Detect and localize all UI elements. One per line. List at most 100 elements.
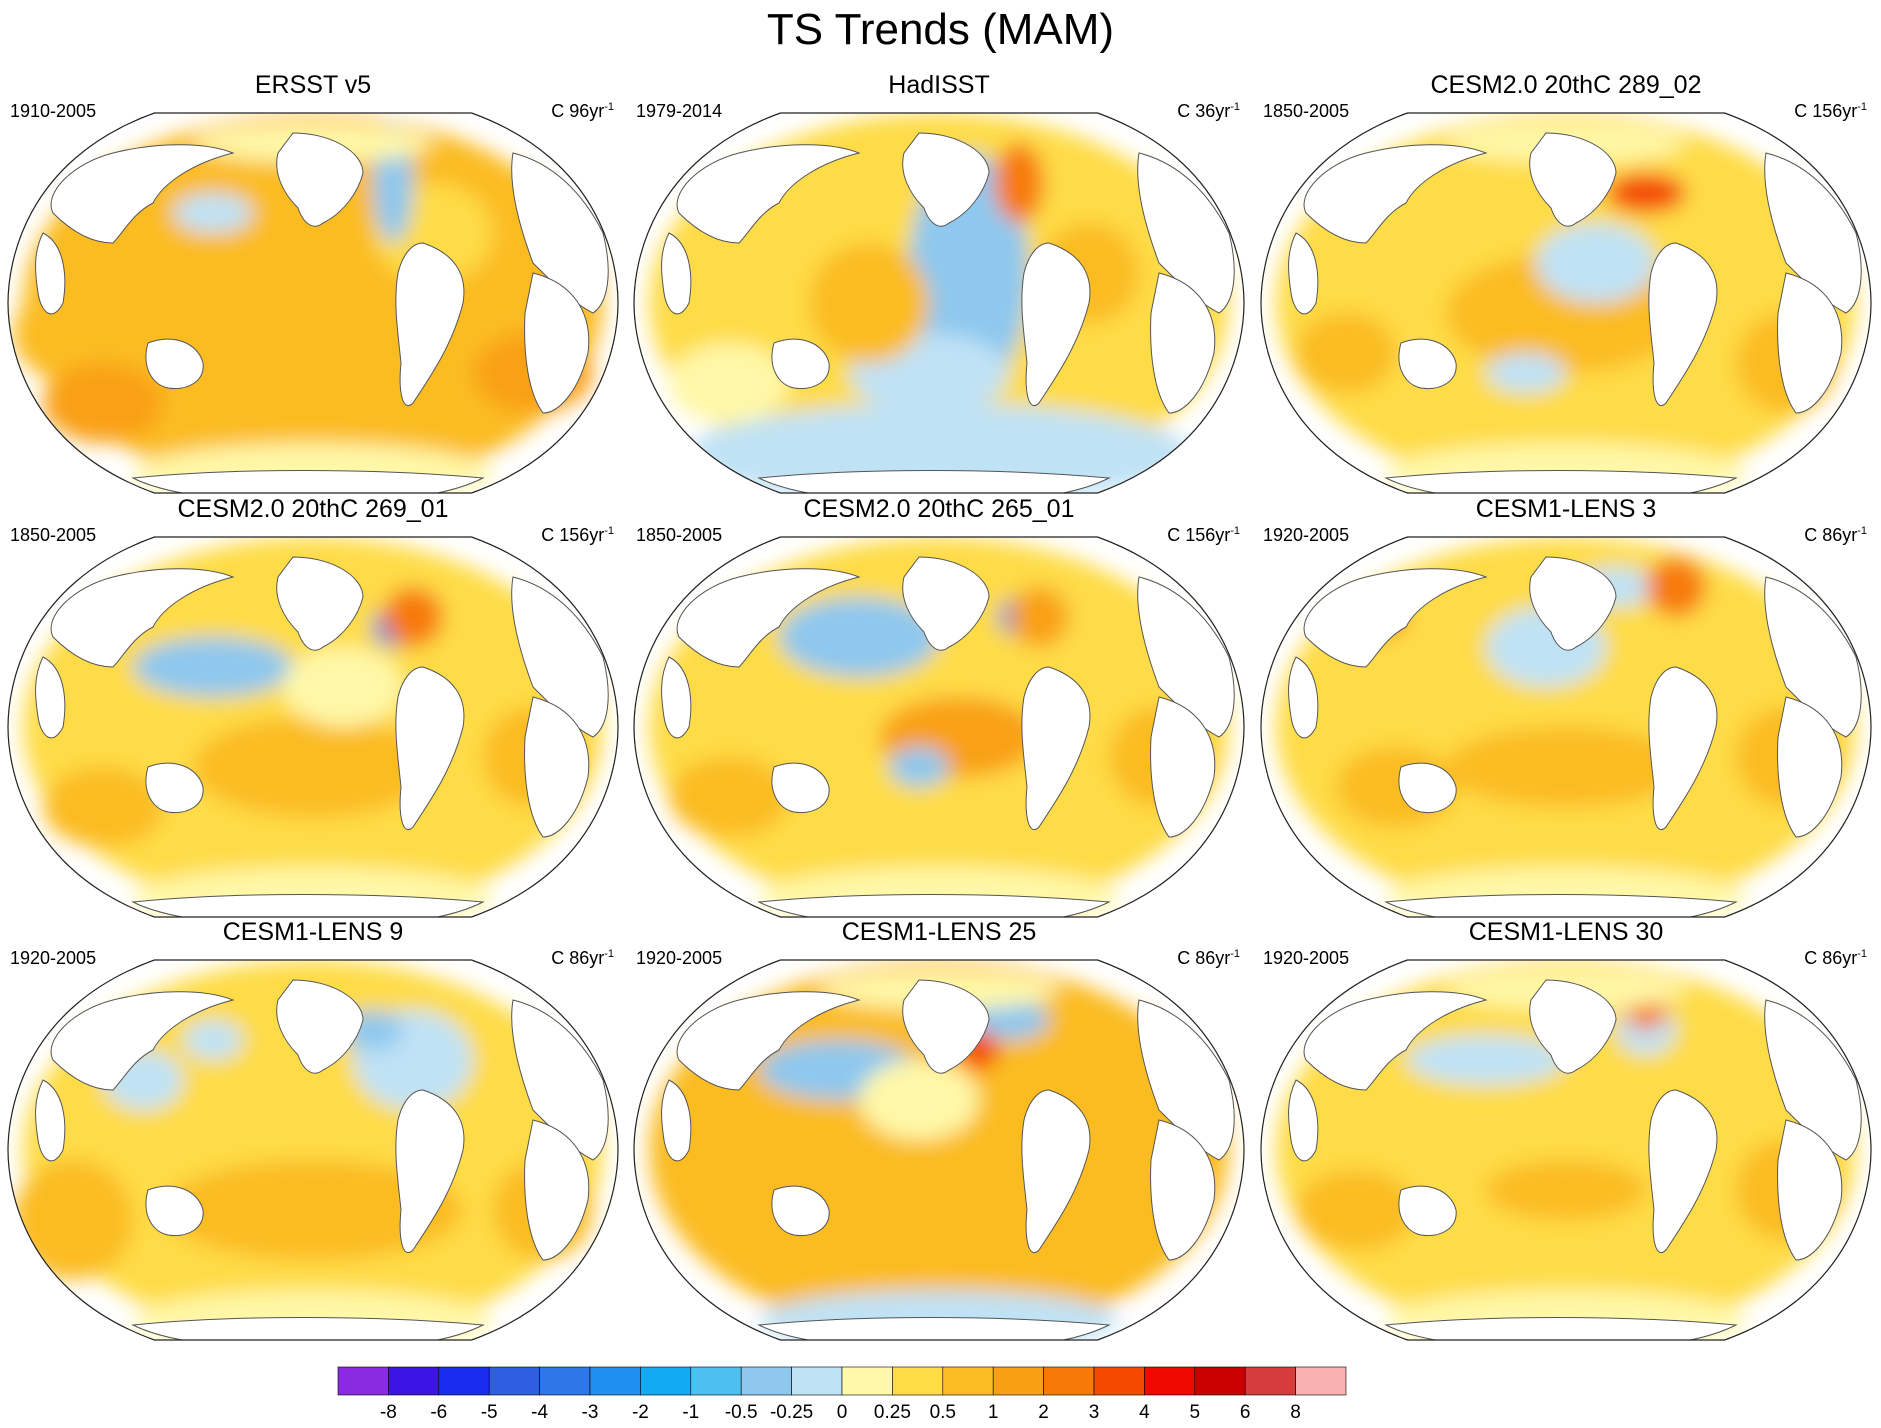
panel-units: C 86yr-1 (1177, 943, 1240, 969)
panel-title: ERSST v5 (254, 71, 372, 99)
land-mass (1288, 656, 1319, 739)
trend-region (809, 243, 929, 363)
map-panel: CESM1-LENS 25 1920-2005 C 86yr-1 (626, 917, 1252, 1347)
trend-region (1646, 557, 1706, 617)
panel-period: 1850-2005 (10, 525, 97, 545)
land-mass (661, 232, 692, 315)
trend-region (1486, 353, 1566, 393)
colorbar-label: 1 (988, 1402, 999, 1423)
map-frame (1260, 959, 1872, 1341)
colorbar-swatch (488, 1366, 540, 1396)
colorbar-swatch (1043, 1366, 1095, 1396)
trend-region (669, 343, 789, 423)
map-svg (1260, 959, 1872, 1341)
units-base: C 86yr (551, 948, 605, 968)
colorbar-label: -2 (632, 1402, 649, 1423)
units-exponent: -1 (1857, 525, 1867, 537)
map-panel: CESM1-LENS 3 1920-2005 C 86yr-1 (1253, 494, 1879, 924)
land-mass (276, 132, 364, 227)
ocean-field (1276, 113, 1862, 493)
land-mass (771, 338, 830, 390)
land-mass (1777, 1119, 1843, 1261)
land-mass (676, 568, 861, 668)
land-mass (1021, 666, 1091, 830)
land-mass (1648, 666, 1718, 830)
map-frame (7, 959, 619, 1341)
trend-region (969, 1000, 1049, 1040)
map-panel: CESM2.0 20thC 269_01 1850-2005 C 156yr-1 (0, 494, 626, 924)
panel-title: CESM1-LENS 30 (1468, 918, 1664, 946)
units-base: C 86yr (1177, 948, 1231, 968)
land-mass (1384, 1317, 1738, 1340)
map-panel: CESM1-LENS 9 1920-2005 C 86yr-1 (0, 917, 626, 1347)
panel-period: 1920-2005 (1263, 525, 1350, 545)
panel-period: 1910-2005 (10, 101, 97, 121)
trend-region (994, 143, 1044, 223)
map-frame (7, 536, 619, 918)
panel-units: C 86yr-1 (1804, 943, 1867, 969)
units-base: C 156yr (1167, 525, 1231, 545)
land-mass (276, 556, 364, 651)
map-frame (633, 536, 1245, 918)
land-mass (1764, 999, 1862, 1161)
land-mass (511, 999, 609, 1161)
trend-region (383, 587, 443, 647)
trend-region (889, 747, 949, 787)
land-mass (757, 1317, 1111, 1340)
map-svg (7, 112, 619, 494)
units-exponent: -1 (1857, 948, 1867, 960)
colorbar-swatch (388, 1366, 440, 1396)
land-mass (757, 894, 1111, 917)
land-mass (131, 470, 485, 493)
ocean-field (1276, 537, 1862, 917)
land-mass (145, 762, 204, 814)
land-mass (1288, 1079, 1319, 1162)
trend-region (779, 597, 939, 677)
land-mass (50, 144, 235, 244)
trend-region (669, 757, 789, 837)
colorbar-label: 3 (1089, 1402, 1100, 1423)
land-mass (1648, 1089, 1718, 1253)
land-mass (35, 656, 66, 739)
trend-region (1296, 313, 1396, 393)
land-mass (661, 1079, 692, 1162)
colorbar-label: -0.5 (725, 1402, 758, 1423)
figure-title: TS Trends (MAM) (766, 5, 1115, 54)
land-mass (1529, 556, 1617, 651)
colorbar-label: -3 (582, 1402, 599, 1423)
trend-region (1009, 587, 1069, 647)
panel-period: 1920-2005 (636, 948, 723, 968)
land-mass (1398, 1185, 1457, 1237)
panel-title: CESM1-LENS 25 (841, 918, 1037, 946)
land-mass (771, 762, 830, 814)
colorbar-swatch (740, 1366, 792, 1396)
colorbar-swatch (841, 1366, 893, 1396)
panel-title: CESM1-LENS 3 (1475, 495, 1657, 523)
land-mass (1764, 152, 1862, 314)
ocean-field (13, 960, 609, 1340)
map-svg (1260, 112, 1872, 494)
land-mass (1777, 272, 1843, 414)
land-mass (35, 1079, 66, 1162)
land-masses (35, 132, 609, 493)
land-mass (1764, 576, 1862, 738)
units-base: C 156yr (541, 525, 605, 545)
land-mass (1288, 232, 1319, 315)
map-svg (633, 959, 1245, 1341)
panel-units: C 156yr-1 (1167, 520, 1240, 546)
map-frame (633, 959, 1245, 1341)
panel-period: 1920-2005 (10, 948, 97, 968)
colorbar-label: 6 (1240, 1402, 1251, 1423)
units-exponent: -1 (604, 525, 614, 537)
ocean-field (649, 960, 1235, 1340)
units-exponent: -1 (604, 948, 614, 960)
map-panel: CESM1-LENS 30 1920-2005 C 86yr-1 (1253, 917, 1879, 1347)
colorbar-swatch (589, 1366, 641, 1396)
units-exponent: -1 (1230, 101, 1240, 113)
land-masses (35, 979, 609, 1340)
map-svg (1260, 536, 1872, 918)
map-svg (633, 536, 1245, 918)
land-masses (1288, 979, 1862, 1340)
units-exponent: -1 (1230, 525, 1240, 537)
land-mass (131, 1317, 485, 1340)
